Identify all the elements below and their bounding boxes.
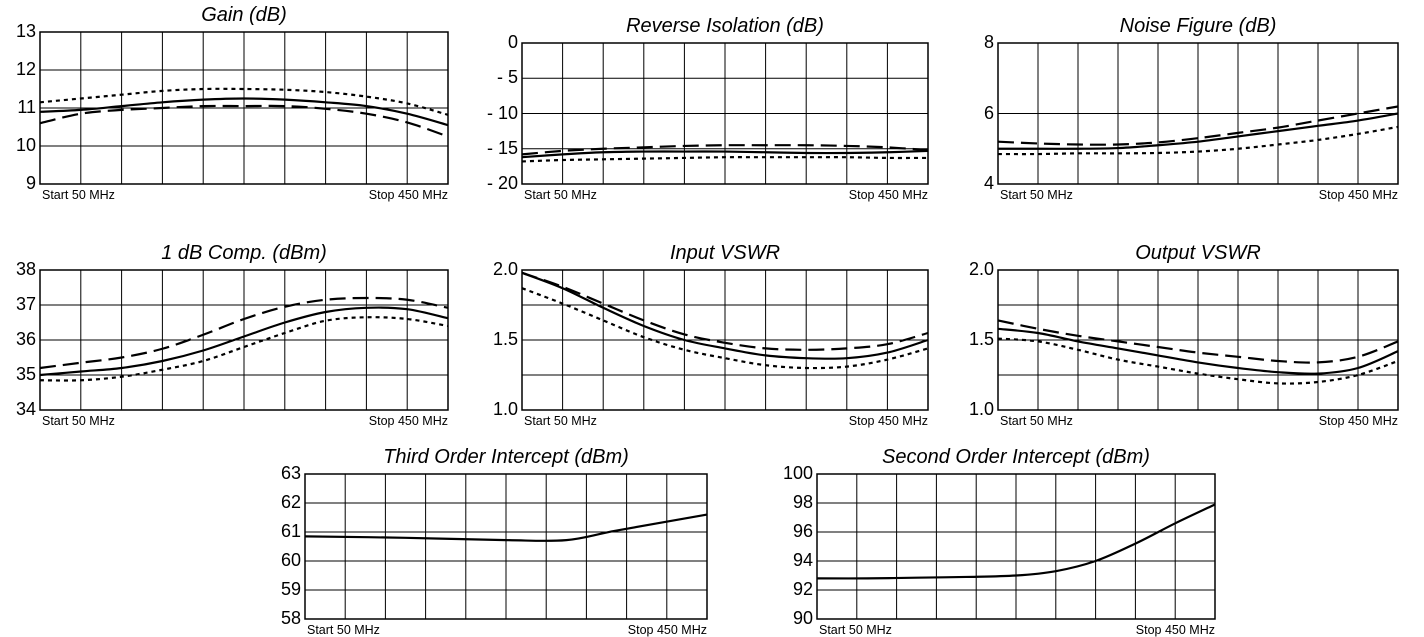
y-tick-label: 60 — [280, 550, 301, 570]
series-line-solid — [816, 503, 1216, 580]
start-frequency-label: Start 50 MHz — [524, 414, 597, 428]
chart-title: Input VSWR — [669, 242, 781, 264]
chart-title: Reverse Isolation (dB) — [626, 15, 824, 37]
chart-title: Gain (dB) — [201, 4, 287, 26]
plot-area — [39, 31, 449, 185]
y-tick-label: 10 — [15, 135, 36, 155]
series-line-solid — [998, 112, 1399, 150]
series-line-dotted — [997, 337, 1399, 385]
y-tick-label: 96 — [792, 521, 813, 541]
y-tick-label: 61 — [280, 521, 301, 541]
y-tick-label: 59 — [280, 579, 301, 599]
y-tick-label: 90 — [792, 608, 813, 628]
plot-area — [521, 269, 929, 411]
plot-area — [304, 473, 708, 620]
plot-frame — [39, 31, 449, 185]
stop-frequency-label: Stop 450 MHz — [1318, 188, 1398, 202]
chart-title: Third Order Intercept (dBm) — [383, 446, 629, 468]
y-tick-label: 2.0 — [492, 259, 518, 279]
y-tick-label: 63 — [280, 463, 301, 483]
series-line-dashed — [39, 296, 449, 370]
y-tick-label: 98 — [792, 492, 813, 512]
series-line-solid — [304, 513, 708, 543]
series-line-solid — [997, 327, 1399, 375]
plot-frame — [997, 269, 1399, 411]
y-tick-label: 36 — [15, 329, 36, 349]
series-line-dotted — [521, 287, 929, 370]
y-tick-label: 37 — [15, 294, 36, 314]
series-line-dashed — [997, 105, 1399, 146]
stop-frequency-label: Stop 450 MHz — [368, 188, 448, 202]
y-tick-label: 92 — [792, 579, 813, 599]
chart-title: Output VSWR — [1135, 242, 1261, 264]
series-line-solid — [39, 97, 449, 127]
y-tick-label: 2.0 — [968, 259, 994, 279]
chart-title: Noise Figure (dB) — [1119, 15, 1277, 37]
plot-area — [816, 473, 1216, 620]
series-line-dashed — [521, 144, 929, 156]
chart-title: 1 dB Comp. (dBm) — [161, 242, 327, 264]
y-tick-label: 1.5 — [968, 329, 994, 349]
start-frequency-label: Start 50 MHz — [42, 188, 115, 202]
series-line-dotted — [997, 125, 1399, 156]
y-tick-label: 0 — [507, 32, 518, 52]
y-tick-label: 94 — [792, 550, 813, 570]
series-line-dashed — [521, 271, 929, 351]
y-tick-label: 4 — [983, 173, 994, 193]
plot-area — [521, 42, 929, 185]
y-tick-label: 100 — [782, 463, 813, 483]
y-tick-label: 8 — [983, 32, 994, 52]
y-tick-label: 58 — [280, 608, 301, 628]
y-tick-label: 1.0 — [492, 399, 518, 419]
y-tick-label: 11 — [17, 97, 36, 117]
plot-frame — [521, 42, 929, 185]
y-tick-label: 34 — [15, 399, 36, 419]
series-line-dashed — [39, 104, 449, 138]
series-line-dotted — [39, 87, 449, 116]
y-tick-label: 12 — [15, 59, 36, 79]
series-line-dotted — [39, 316, 449, 382]
y-tick-label: 1.5 — [492, 329, 518, 349]
y-tick-label: - 20 — [486, 173, 518, 193]
start-frequency-label: Start 50 MHz — [524, 188, 597, 202]
y-tick-label: 9 — [25, 173, 36, 193]
series-line-dotted — [521, 156, 929, 163]
series-line-solid — [521, 149, 929, 159]
y-tick-label: 13 — [15, 21, 36, 41]
y-tick-label: 35 — [15, 364, 36, 384]
stop-frequency-label: Stop 450 MHz — [1318, 414, 1398, 428]
start-frequency-label: Start 50 MHz — [42, 414, 115, 428]
y-tick-label: 1.0 — [968, 399, 994, 419]
stop-frequency-label: Stop 450 MHz — [1135, 623, 1215, 637]
plot-area — [997, 42, 1399, 185]
start-frequency-label: Start 50 MHz — [1000, 414, 1073, 428]
y-tick-label: 38 — [15, 259, 36, 279]
y-tick-label: 6 — [983, 102, 994, 123]
stop-frequency-label: Stop 450 MHz — [848, 414, 928, 428]
plot-area — [39, 269, 449, 411]
stop-frequency-label: Stop 450 MHz — [627, 623, 707, 637]
plot-area — [997, 269, 1399, 411]
series-line-solid — [39, 306, 449, 377]
start-frequency-label: Start 50 MHz — [1000, 188, 1073, 202]
start-frequency-label: Start 50 MHz — [819, 623, 892, 637]
stop-frequency-label: Stop 450 MHz — [848, 188, 928, 202]
y-tick-label: 62 — [280, 492, 301, 512]
plot-frame — [39, 269, 449, 411]
stop-frequency-label: Stop 450 MHz — [368, 414, 448, 428]
series-line-dashed — [997, 319, 1399, 364]
y-tick-label: - 5 — [496, 67, 518, 88]
chart-title: Second Order Intercept (dBm) — [882, 446, 1150, 468]
series-line-solid — [521, 271, 929, 360]
y-tick-label: - 10 — [486, 102, 518, 123]
plot-frame — [816, 473, 1216, 620]
plot-frame — [304, 473, 708, 620]
y-tick-label: - 15 — [486, 137, 518, 158]
start-frequency-label: Start 50 MHz — [307, 623, 380, 637]
